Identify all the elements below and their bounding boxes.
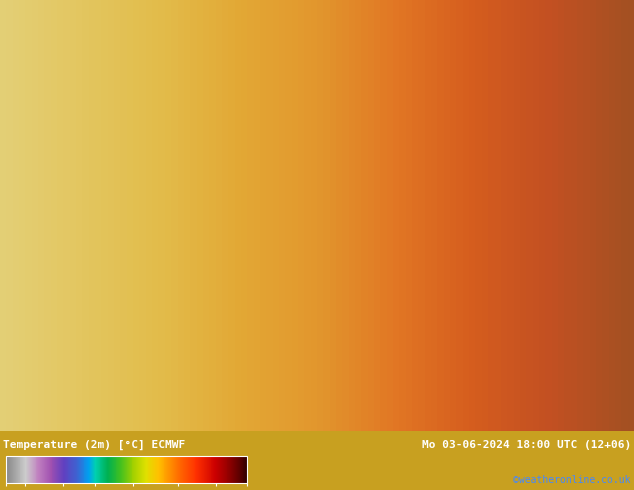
Text: ©weatheronline.co.uk: ©weatheronline.co.uk xyxy=(514,475,631,485)
Text: Mo 03-06-2024 18:00 UTC (12+06): Mo 03-06-2024 18:00 UTC (12+06) xyxy=(422,440,631,450)
Text: Temperature (2m) [°C] ECMWF: Temperature (2m) [°C] ECMWF xyxy=(3,440,185,450)
